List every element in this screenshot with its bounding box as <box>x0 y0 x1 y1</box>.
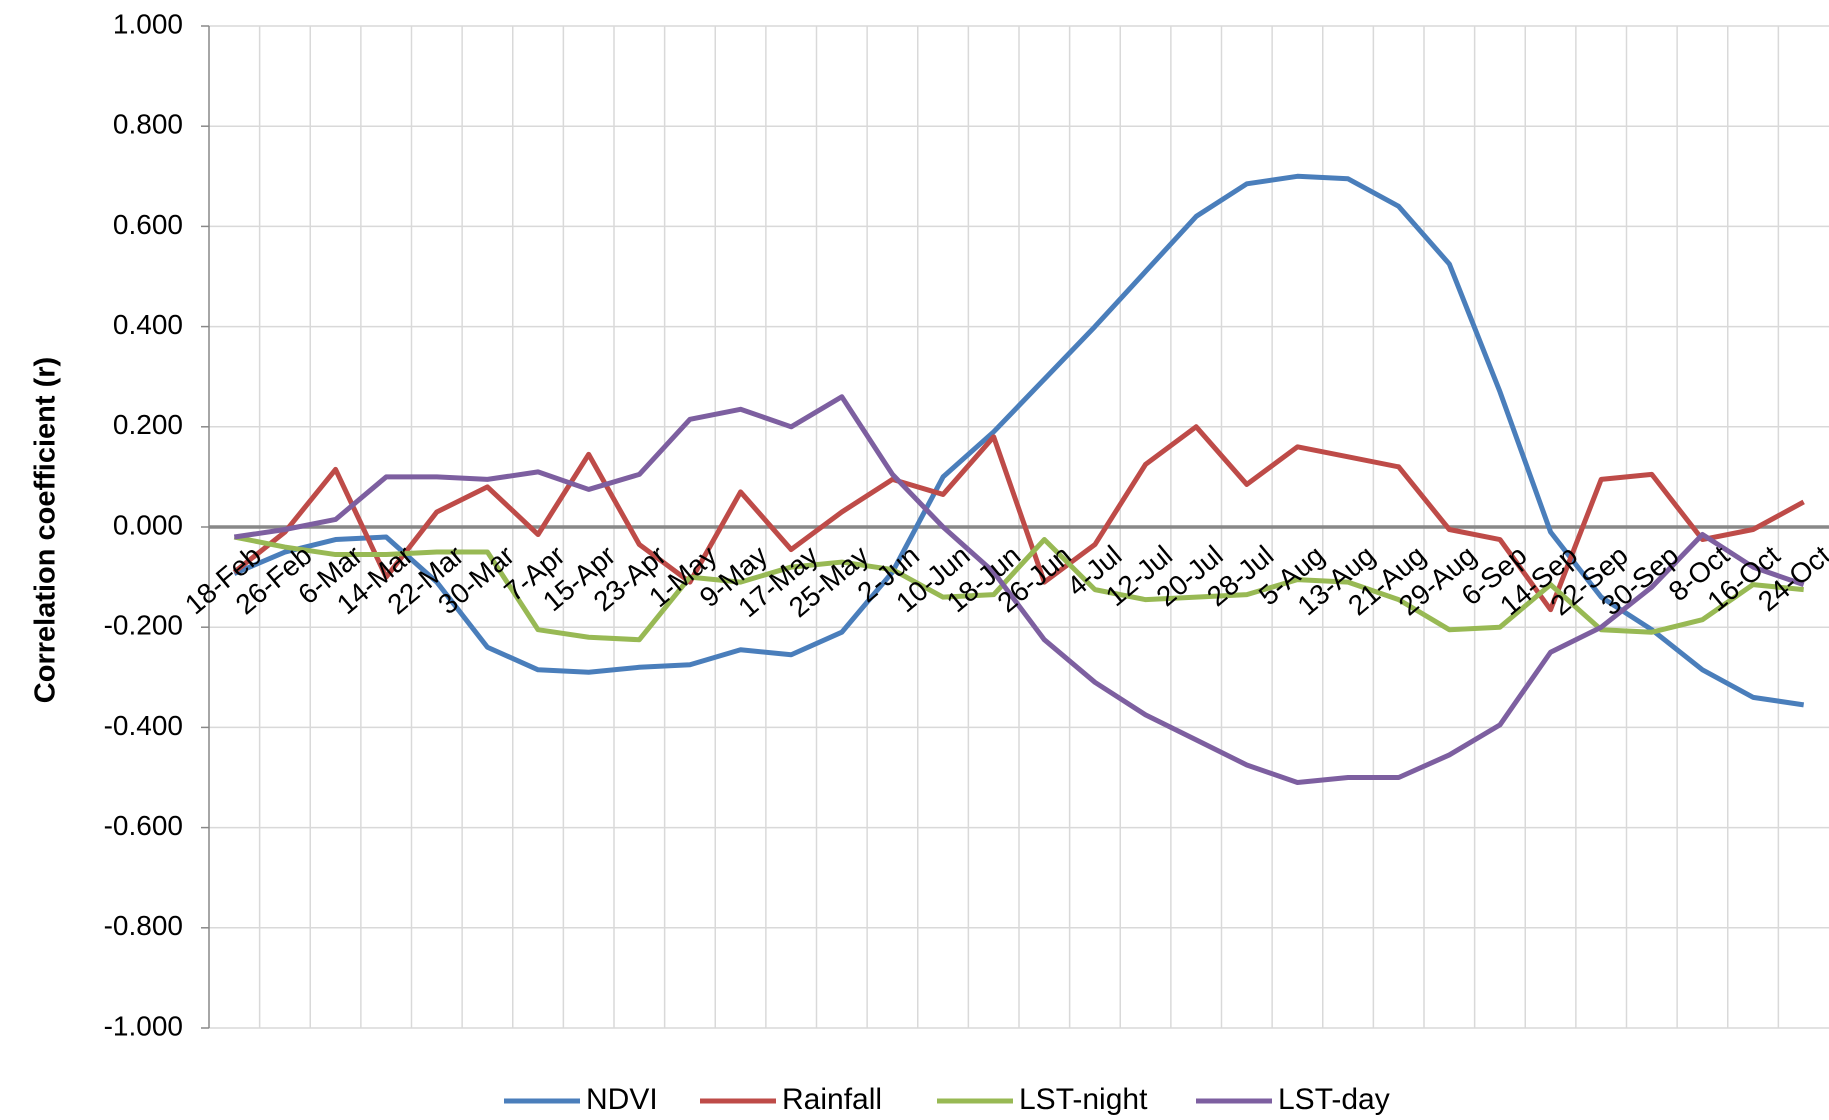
y-tick-label: 0.000 <box>113 509 183 540</box>
y-tick-label: -0.600 <box>104 810 183 841</box>
y-tick-label: 0.600 <box>113 209 183 240</box>
series-line <box>233 534 1804 643</box>
series-line <box>233 173 1805 708</box>
legend-label: NDVI <box>586 1083 658 1116</box>
y-tick-label: 1.000 <box>113 8 183 39</box>
y-tick-label: -0.200 <box>104 610 183 641</box>
y-tick-label: 0.200 <box>113 409 183 440</box>
y-tick-label: 0.800 <box>113 109 183 140</box>
series-line <box>232 424 1805 613</box>
y-tick-label: -0.800 <box>104 910 183 941</box>
y-tick-label: -0.400 <box>104 710 183 741</box>
legend-label: Rainfall <box>782 1083 882 1116</box>
y-tick-label: 0.400 <box>113 309 183 340</box>
legend-label: LST-day <box>1278 1083 1390 1116</box>
y-tick-label: -1.000 <box>104 1010 183 1041</box>
y-axis-title: Correlation coefficient (r) <box>30 357 62 703</box>
series-line <box>233 394 1805 786</box>
legend-label: LST-night <box>1019 1083 1148 1116</box>
